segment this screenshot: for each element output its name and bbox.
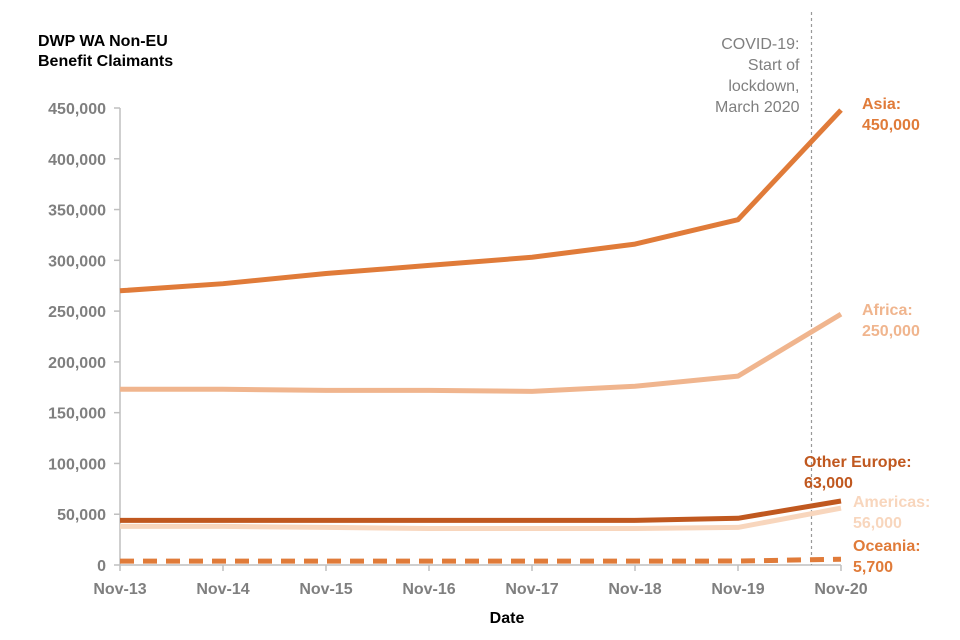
x-tick-label: Nov-17 [505, 581, 558, 598]
x-tick-label: Nov-13 [93, 581, 146, 598]
y-tick-label: 300,000 [48, 253, 106, 270]
series-line-americas [120, 505, 842, 531]
series-label-other-europe: Other Europe: [804, 454, 912, 471]
series-line-asia [119, 108, 843, 294]
y-axis-ticks: 0 50,000 100,000 150,000 200,000 250,000 300,0… [48, 101, 120, 575]
y-tick-label: 250,000 [48, 304, 106, 321]
y-tick-label: 350,000 [48, 203, 106, 220]
x-axis-ticks: Nov-13 Nov-14 Nov-15 Nov-16 Nov-17 Nov-18 Nov-… [93, 565, 868, 598]
chart-title-line-1: DWP WA Non-EU [38, 33, 168, 50]
series-label-africa: 250,000 [862, 323, 920, 340]
y-tick-label: 400,000 [48, 152, 106, 169]
series-label-other-europe: 63,000 [804, 475, 853, 492]
y-tick-label: 0 [97, 558, 106, 575]
series-line-other-europe [120, 498, 842, 523]
covid-annotation-line: Start of [748, 57, 800, 74]
series-label-africa: Africa: [862, 302, 913, 319]
series-labels: Asia: 450,000 Africa: 250,000 Other Europe: 6… [804, 96, 930, 576]
y-tick-label: 50,000 [57, 507, 106, 524]
chart-title-line-2: Benefit Claimants [38, 53, 173, 70]
covid-annotation-line: COVID-19: [721, 36, 799, 53]
y-tick-label: 100,000 [48, 456, 106, 473]
x-axis-title: Date [490, 610, 525, 627]
series-label-asia: 450,000 [862, 117, 920, 134]
covid-annotation-line: March 2020 [715, 99, 800, 116]
x-tick-label: Nov-15 [299, 581, 352, 598]
series-line-oceania [120, 556, 842, 564]
y-tick-label: 200,000 [48, 355, 106, 372]
series-label-oceania: Oceania: [853, 538, 921, 555]
series-label-asia: Asia: [862, 96, 901, 113]
x-tick-label: Nov-16 [402, 581, 455, 598]
x-tick-label: Nov-19 [711, 581, 764, 598]
series-label-oceania: 5,700 [853, 559, 893, 576]
covid-annotation-line: lockdown, [728, 78, 799, 95]
covid-annotation: COVID-19: Start of lockdown, March 2020 [715, 36, 800, 116]
series-label-americas: Americas: [853, 494, 930, 511]
series-lines [119, 108, 843, 564]
x-tick-label: Nov-18 [608, 581, 661, 598]
x-tick-label: Nov-20 [814, 581, 867, 598]
series-line-africa [120, 312, 843, 394]
x-tick-label: Nov-14 [196, 581, 249, 598]
y-tick-label: 150,000 [48, 406, 106, 423]
y-tick-label: 450,000 [48, 101, 106, 118]
series-label-americas: 56,000 [853, 515, 902, 532]
